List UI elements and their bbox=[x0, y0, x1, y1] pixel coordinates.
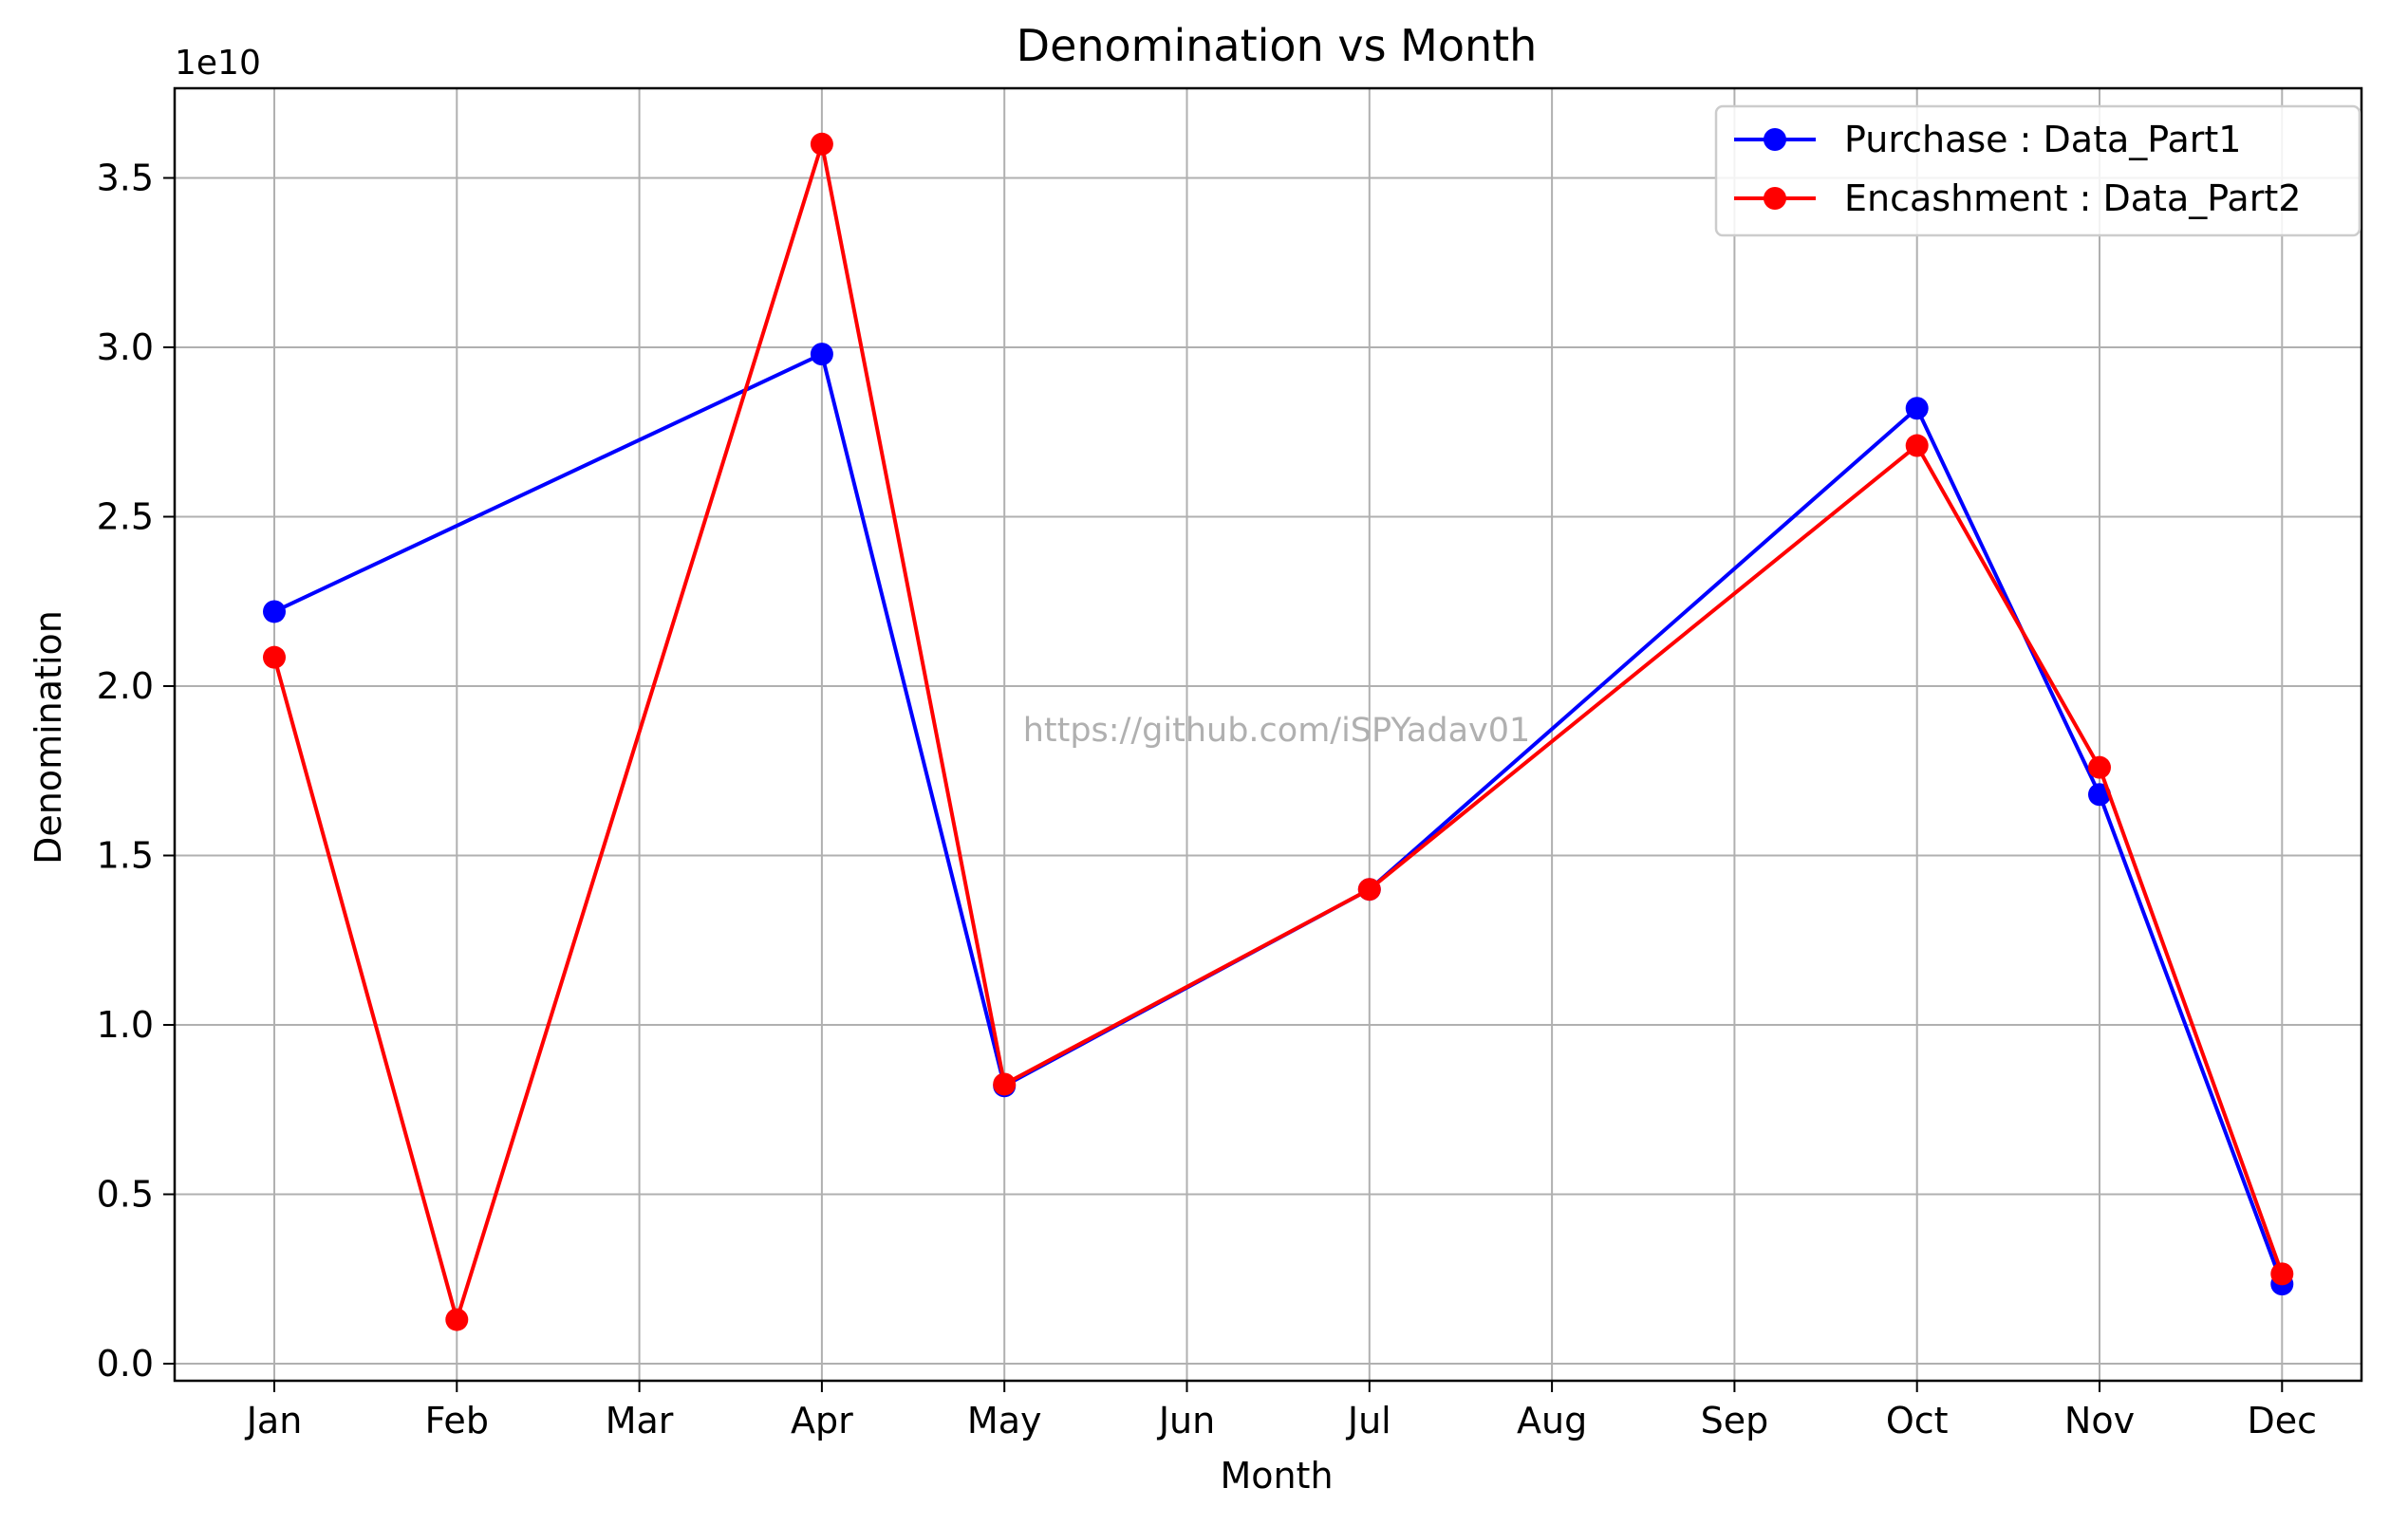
data-point bbox=[263, 600, 286, 623]
x-tick-label: May bbox=[967, 1400, 1042, 1441]
x-tick-label: Jul bbox=[1346, 1400, 1391, 1441]
y-tick-label: 0.0 bbox=[97, 1343, 154, 1385]
y-axis-label: Denomination bbox=[28, 610, 69, 865]
plot-frame bbox=[173, 86, 2363, 1383]
y-tick-label: 1.5 bbox=[97, 835, 154, 877]
x-tick-label: Feb bbox=[425, 1400, 489, 1441]
y-tick-label: 3.5 bbox=[97, 158, 154, 199]
x-tick-label: Apr bbox=[791, 1400, 853, 1441]
data-point bbox=[1905, 397, 1929, 420]
x-tick-label: Dec bbox=[2248, 1400, 2318, 1441]
legend-item: Purchase : Data_Part1 bbox=[1734, 119, 2241, 160]
series-line bbox=[273, 352, 2285, 1285]
legend-label: Purchase : Data_Part1 bbox=[1844, 119, 2241, 160]
series-line bbox=[272, 141, 2285, 1322]
legend: Purchase : Data_Part1 Encashment : Data_P… bbox=[1714, 104, 2361, 237]
x-tick-label: Jan bbox=[245, 1400, 303, 1441]
y-tick-label: 3.0 bbox=[97, 326, 154, 368]
legend-item: Encashment : Data_Part2 bbox=[1734, 177, 2301, 219]
y-offset-label: 1e10 bbox=[175, 44, 261, 83]
x-tick-label: Aug bbox=[1517, 1400, 1587, 1441]
series-layer bbox=[263, 132, 2294, 1331]
series-2 bbox=[263, 132, 2294, 1331]
y-tick-label: 0.5 bbox=[97, 1174, 154, 1216]
data-point bbox=[810, 343, 833, 366]
data-point bbox=[2088, 783, 2111, 807]
legend-box bbox=[1714, 104, 2361, 237]
chart-title: Denomination vs Month bbox=[1017, 20, 1538, 71]
x-tick-label: Mar bbox=[606, 1400, 674, 1441]
y-axis: 0.0 0.5 1.0 1.5 2.0 2.5 3.0 3.5 bbox=[97, 158, 175, 1385]
legend-marker bbox=[1764, 128, 1786, 151]
legend-label: Encashment : Data_Part2 bbox=[1844, 177, 2301, 219]
y-tick-label: 1.0 bbox=[97, 1004, 154, 1046]
x-tick-label: Oct bbox=[1886, 1400, 1949, 1441]
x-tick-label: Nov bbox=[2064, 1400, 2135, 1441]
data-point bbox=[2270, 1262, 2294, 1286]
y-tick-label: 2.5 bbox=[97, 496, 154, 538]
data-point bbox=[1357, 878, 1381, 902]
watermark: https://github.com/iSPYadav01 bbox=[1023, 712, 1531, 750]
series-1 bbox=[263, 343, 2294, 1296]
x-axis: Jan Feb Mar Apr May Jun Jul Aug Sep Oct Nov Dec bbox=[245, 1381, 2317, 1441]
x-axis-label: Month bbox=[1220, 1455, 1333, 1497]
data-point bbox=[2088, 755, 2111, 779]
legend-marker bbox=[1764, 187, 1786, 210]
data-point bbox=[993, 1072, 1017, 1096]
x-tick-label: Sep bbox=[1701, 1400, 1769, 1441]
data-point bbox=[263, 645, 286, 669]
x-tick-label: Jun bbox=[1157, 1400, 1215, 1441]
grid bbox=[175, 88, 2361, 1381]
data-point bbox=[445, 1308, 469, 1331]
y-tick-label: 2.0 bbox=[97, 665, 154, 707]
data-point bbox=[810, 132, 833, 156]
data-point bbox=[1905, 434, 1929, 457]
